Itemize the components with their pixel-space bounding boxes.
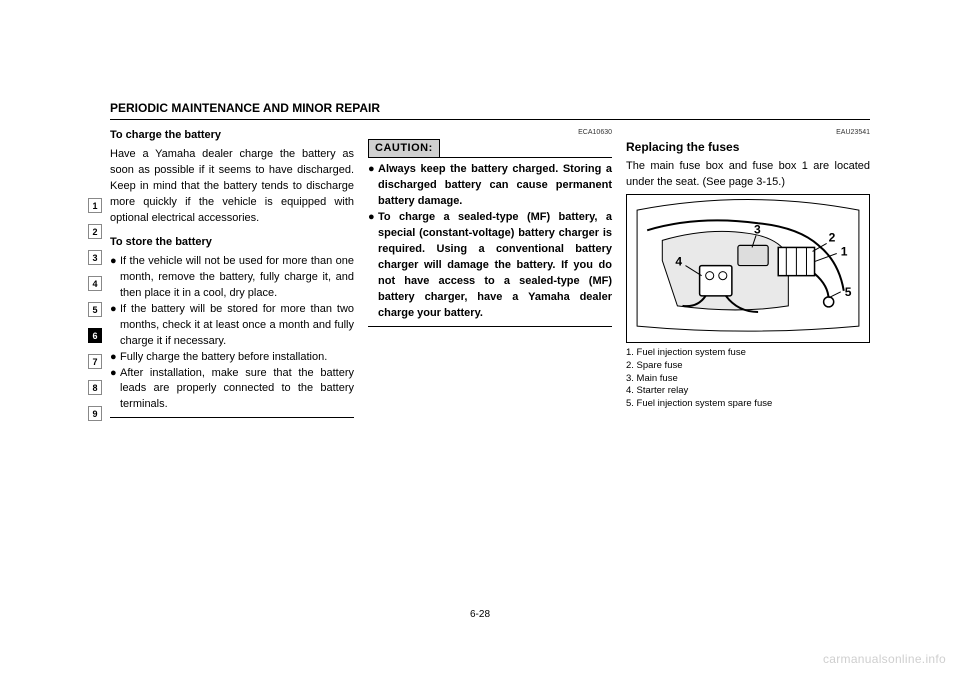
caution-bullet-2: ● To charge a sealed-type (MF) battery, … [368, 210, 612, 322]
store-heading: To store the battery [110, 236, 212, 248]
fig-label-5: 5 [845, 285, 852, 299]
column-1: To charge the battery Have a Yamaha deal… [110, 128, 354, 424]
fuses-heading: Replacing the fuses [626, 139, 870, 156]
caution-bullet-1-text: Always keep the battery charged. Storing… [378, 162, 612, 210]
fuse-diagram-svg: 3 2 1 4 5 [627, 195, 869, 336]
section-tabs: 1 2 3 4 5 6 7 8 9 [88, 198, 102, 432]
bullet-icon: ● [368, 162, 378, 210]
bullet-icon: ● [368, 210, 378, 322]
tab-2[interactable]: 2 [88, 224, 102, 239]
column-1-rule [110, 417, 354, 418]
tab-7[interactable]: 7 [88, 354, 102, 369]
figure-caption: 1. Fuel injection system fuse 2. Spare f… [626, 347, 870, 411]
bullet-icon: ● [110, 302, 120, 350]
caution-label: CAUTION: [368, 139, 440, 159]
tab-5[interactable]: 5 [88, 302, 102, 317]
fig-label-4: 4 [675, 254, 682, 268]
column-3: EAU23541 Replacing the fuses The main fu… [626, 128, 870, 424]
eau-id: EAU23541 [626, 128, 870, 138]
caution-bullet-1: ● Always keep the battery charged. Stori… [368, 162, 612, 210]
page-content: PERIODIC MAINTENANCE AND MINOR REPAIR To… [110, 100, 870, 580]
tab-9[interactable]: 9 [88, 406, 102, 421]
store-bullet-4-text: After installation, make sure that the b… [120, 366, 354, 414]
tab-3[interactable]: 3 [88, 250, 102, 265]
bullet-icon: ● [110, 366, 120, 414]
bullet-icon: ● [110, 350, 120, 366]
figcap-2: 2. Spare fuse [626, 360, 870, 373]
watermark: carmanualsonline.info [823, 651, 946, 668]
store-bullet-2: ● If the battery will be stored for more… [110, 302, 354, 350]
store-bullet-2-text: If the battery will be stored for more t… [120, 302, 354, 350]
store-bullet-3: ● Fully charge the battery before instal… [110, 350, 354, 366]
figcap-1: 1. Fuel injection system fuse [626, 347, 870, 360]
store-bullet-3-text: Fully charge the battery before installa… [120, 350, 354, 366]
store-bullet-1-text: If the vehicle will not be used for more… [120, 254, 354, 302]
caution-bullet-2-text: To charge a sealed-type (MF) battery, a … [378, 210, 612, 322]
columns: To charge the battery Have a Yamaha deal… [110, 128, 870, 424]
figcap-5: 5. Fuel injection system spare fuse [626, 398, 870, 411]
store-bullet-1: ● If the vehicle will not be used for mo… [110, 254, 354, 302]
fig-label-1: 1 [841, 244, 848, 258]
caution-rule-bottom [368, 326, 612, 327]
figcap-3: 3. Main fuse [626, 373, 870, 386]
page-header: PERIODIC MAINTENANCE AND MINOR REPAIR [110, 100, 870, 120]
tab-1[interactable]: 1 [88, 198, 102, 213]
tab-8[interactable]: 8 [88, 380, 102, 395]
bullet-icon: ● [110, 254, 120, 302]
fig-label-3: 3 [754, 222, 761, 236]
store-bullet-4: ● After installation, make sure that the… [110, 366, 354, 414]
tab-6[interactable]: 6 [88, 328, 102, 343]
charge-text: Have a Yamaha dealer charge the battery … [110, 147, 354, 227]
tab-4[interactable]: 4 [88, 276, 102, 291]
eca-id: ECA10630 [368, 128, 612, 138]
page-number: 6-28 [470, 608, 490, 623]
fuses-text: The main fuse box and fuse box 1 are loc… [626, 159, 870, 191]
fig-label-2: 2 [829, 230, 836, 244]
fuse-figure: 3 2 1 4 5 [626, 194, 870, 343]
column-2: ECA10630 CAUTION: ● Always keep the batt… [368, 128, 612, 424]
charge-heading: To charge the battery [110, 129, 221, 141]
figcap-4: 4. Starter relay [626, 385, 870, 398]
